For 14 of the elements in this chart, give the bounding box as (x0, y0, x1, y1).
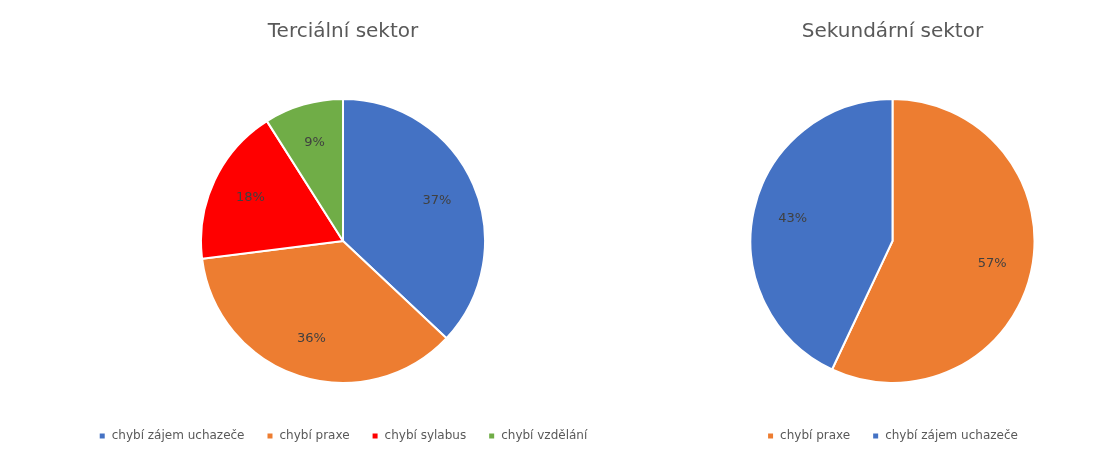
chart-title: Sekundární sektor (801, 18, 984, 43)
legend-label: chybí zájem uchazeče (885, 428, 1018, 443)
legend-label: chybí zájem uchazeče (111, 428, 245, 443)
data-label: 37% (422, 191, 452, 207)
chart-title: Terciální sektor (266, 18, 420, 43)
data-label: 9% (304, 134, 325, 150)
legend-label: chybí praxe (780, 428, 851, 443)
legend-label: chybí praxe (279, 428, 350, 443)
legend-label: chybí sylabus (384, 428, 467, 443)
data-label: 18% (236, 188, 265, 204)
legend-label: chybí vzdělání (501, 428, 588, 443)
data-label: 57% (977, 254, 1007, 270)
data-label: 43% (778, 210, 808, 226)
data-label: 36% (296, 329, 326, 345)
